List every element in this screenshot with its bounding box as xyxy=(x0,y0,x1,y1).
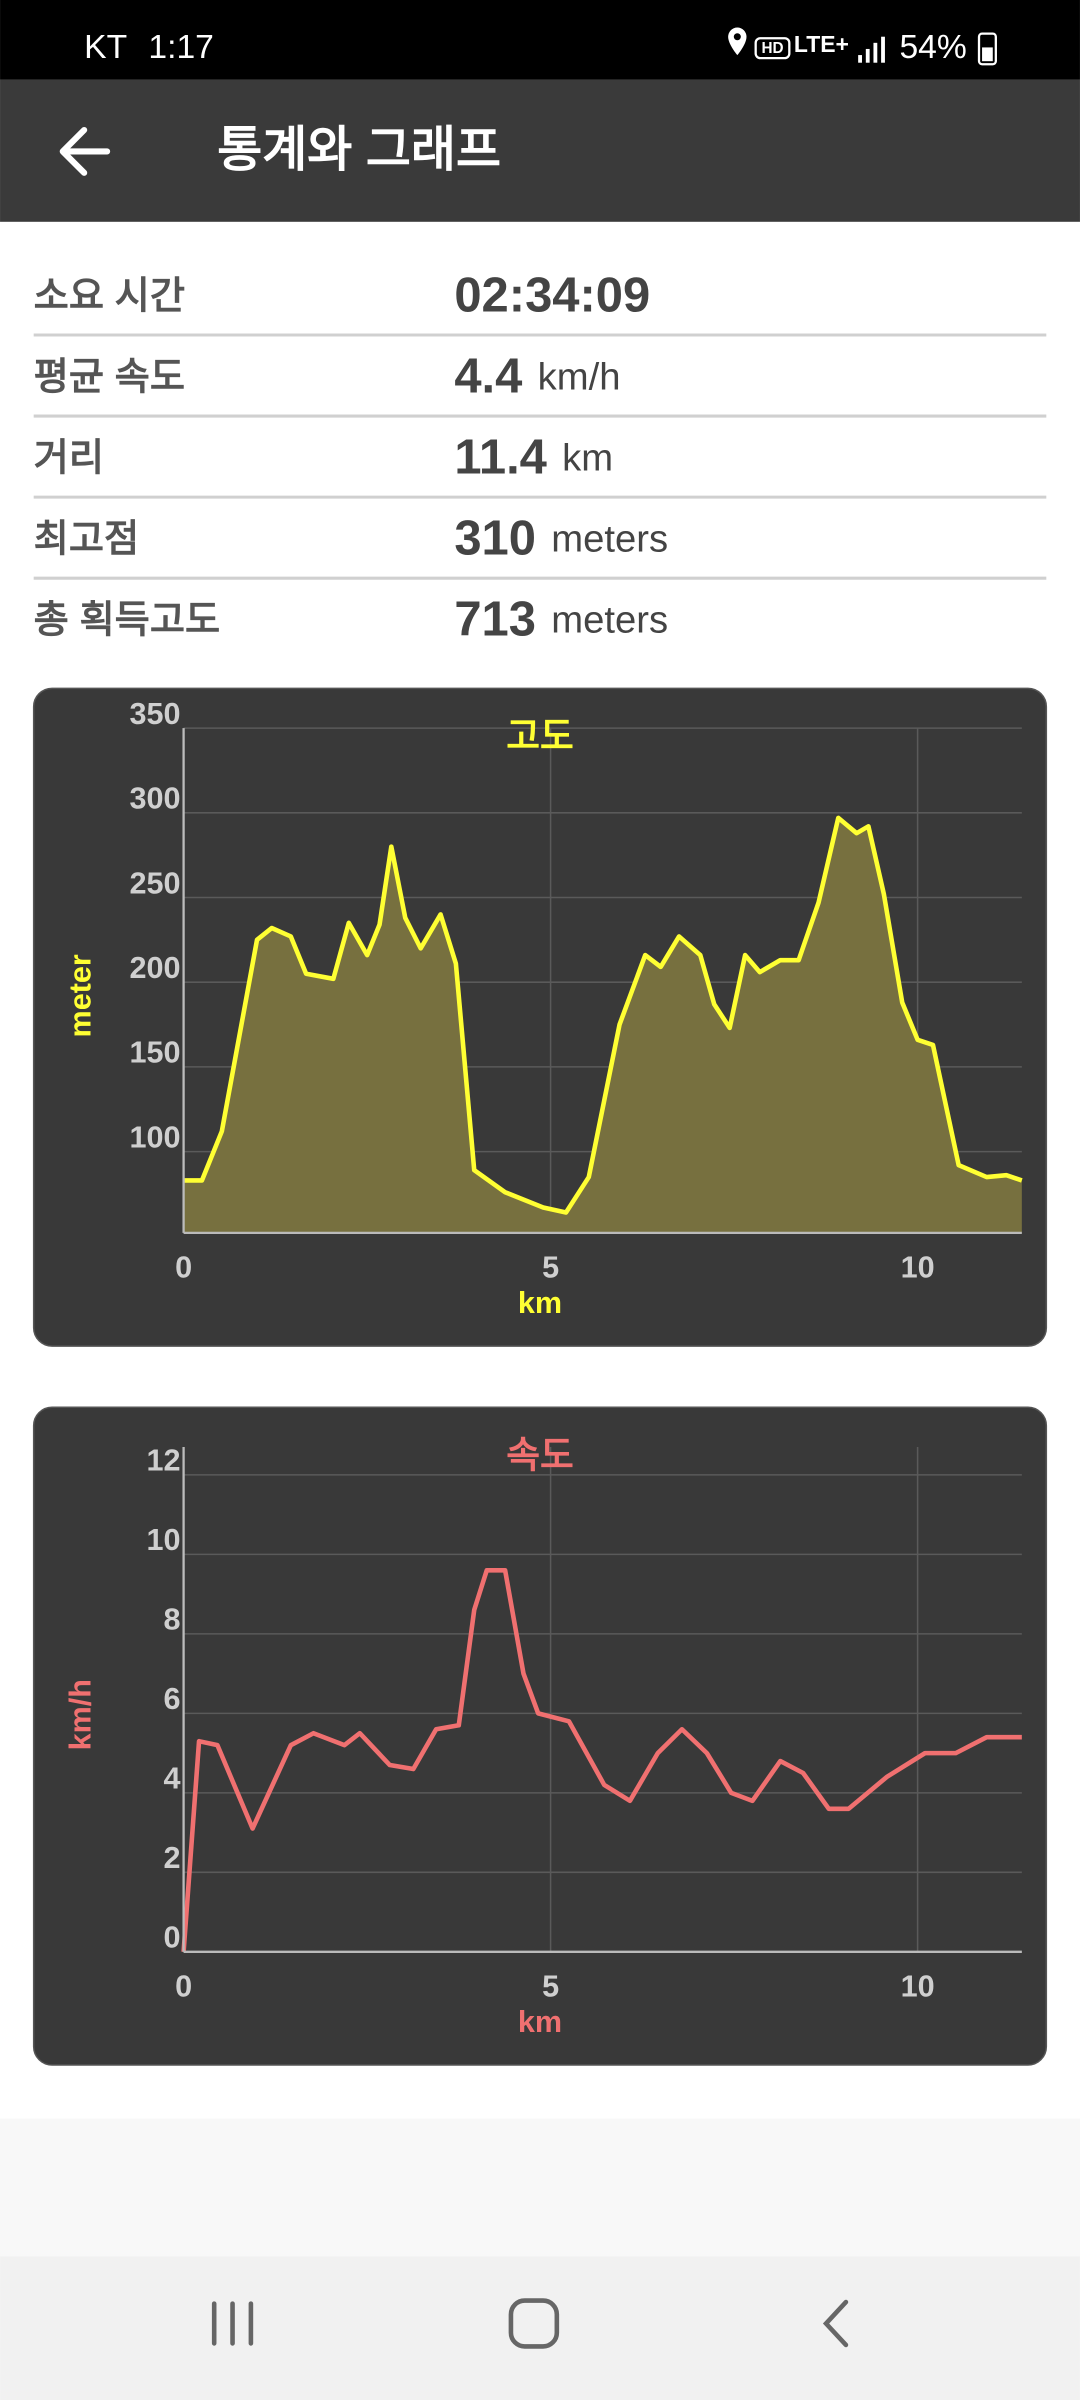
nav-recents[interactable] xyxy=(211,2301,254,2346)
x-tick-label: 5 xyxy=(542,1251,559,1285)
x-axis-label: km xyxy=(518,1286,562,1320)
app-bar xyxy=(0,79,1080,222)
network-label: LTE+ xyxy=(794,31,849,57)
stat-unit: meters xyxy=(551,518,668,561)
y-tick-label: 2 xyxy=(164,1841,181,1875)
data-line xyxy=(181,1568,1022,1952)
app-title: 통계와 그래프 xyxy=(217,123,501,177)
data-line xyxy=(183,815,1023,1215)
y-tick-label: 250 xyxy=(130,866,181,900)
clock: 1:17 xyxy=(148,29,213,66)
chart-title: 고도 xyxy=(506,716,574,757)
chart-panel: 0 2 4 6 8 10 12 0 5 10 속도 km km/h xyxy=(32,1406,1048,2066)
battery-icon xyxy=(977,32,997,66)
stat-unit: km xyxy=(562,437,613,480)
panel-background xyxy=(32,1406,1048,2066)
signal-icon xyxy=(858,36,885,63)
stat-unit: meters xyxy=(551,599,668,642)
y-tick-label: 200 xyxy=(130,951,181,985)
x-tick-label: 10 xyxy=(901,1970,935,2004)
x-tick-label: 5 xyxy=(542,1970,559,2004)
hd-badge xyxy=(754,37,791,60)
stat-value: 713 xyxy=(454,592,536,646)
x-tick-label: 10 xyxy=(901,1251,935,1285)
y-axis-label: km/h xyxy=(64,1679,98,1750)
y-tick-label: 150 xyxy=(130,1036,181,1070)
bottom-space xyxy=(0,2118,1080,2257)
stat-unit: km/h xyxy=(538,355,621,398)
y-tick-label: 8 xyxy=(164,1603,181,1637)
hd-label: HD xyxy=(761,40,783,57)
stat-label: 거리 xyxy=(34,437,104,480)
nav-home[interactable] xyxy=(508,2298,560,2349)
nav-bar xyxy=(0,2256,1080,2400)
status-bar xyxy=(0,0,1080,80)
location-icon xyxy=(728,27,747,56)
stat-value-line: 713 meters xyxy=(454,592,668,646)
stat-value-line: 02:34:09 xyxy=(454,268,650,322)
x-tick-label: 0 xyxy=(175,1251,192,1285)
stats-table: 소요 시간 02:34:09 평균 속도 4.4 km/h 거리 11.4 km 최고점 310 m… xyxy=(33,268,1047,646)
y-tick-label: 300 xyxy=(130,782,181,816)
y-tick-label: 4 xyxy=(164,1762,181,1796)
x-tick-label: 0 xyxy=(175,1970,192,2004)
stat-label: 최고점 xyxy=(34,518,140,561)
stat-label: 소요 시간 xyxy=(34,274,185,317)
back-button[interactable] xyxy=(59,126,111,176)
x-axis-label: km xyxy=(518,2005,562,2039)
stat-value: 4.4 xyxy=(454,349,522,403)
chart-panel: 100 150 200 250 300 350 0 5 10 고도 km meter xyxy=(32,687,1048,1347)
battery-level: 54% xyxy=(899,29,966,66)
location-dot xyxy=(733,33,741,41)
y-tick-label: 100 xyxy=(130,1120,181,1154)
y-tick-label: 10 xyxy=(147,1523,181,1557)
y-tick-label: 0 xyxy=(164,1921,181,1955)
chart-title: 속도 xyxy=(506,1434,574,1475)
stat-value: 02:34:09 xyxy=(454,268,650,322)
stat-value: 310 xyxy=(454,511,536,565)
nav-back[interactable] xyxy=(822,2299,849,2348)
y-axis-label: meter xyxy=(64,954,98,1037)
stat-value-line: 4.4 km/h xyxy=(454,349,620,403)
stat-value: 11.4 xyxy=(454,430,547,484)
carrier: KT xyxy=(84,29,127,66)
y-tick-label: 6 xyxy=(164,1682,181,1716)
stat-label: 평균 속도 xyxy=(34,355,185,398)
stat-value-line: 310 meters xyxy=(454,511,668,565)
stat-value-line: 11.4 km xyxy=(454,430,613,484)
y-tick-label: 350 xyxy=(130,697,181,731)
y-tick-label: 12 xyxy=(147,1444,181,1478)
battery-fill xyxy=(982,47,993,62)
stat-label: 총 획득고도 xyxy=(34,599,221,642)
